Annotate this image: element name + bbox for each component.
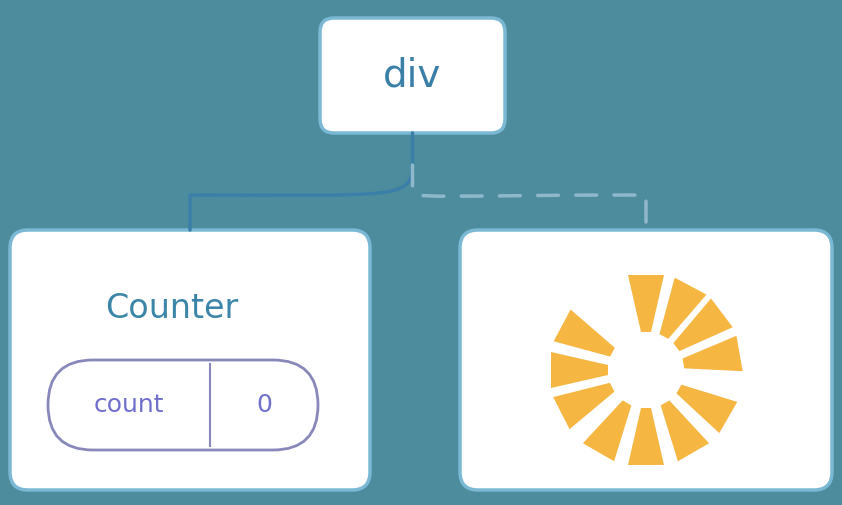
Polygon shape <box>683 336 743 371</box>
Text: count: count <box>93 393 164 417</box>
Text: 0: 0 <box>256 393 272 417</box>
Polygon shape <box>628 275 664 332</box>
Polygon shape <box>628 408 664 465</box>
Polygon shape <box>659 278 706 339</box>
FancyBboxPatch shape <box>48 360 318 450</box>
FancyBboxPatch shape <box>10 230 370 490</box>
Text: div: div <box>383 57 442 94</box>
Polygon shape <box>583 400 632 461</box>
Polygon shape <box>676 385 738 433</box>
Polygon shape <box>661 400 709 461</box>
Polygon shape <box>551 352 608 388</box>
Polygon shape <box>554 310 615 357</box>
Text: Counter: Counter <box>105 291 238 325</box>
FancyBboxPatch shape <box>320 18 505 133</box>
Polygon shape <box>553 383 615 429</box>
Polygon shape <box>674 298 733 351</box>
FancyBboxPatch shape <box>460 230 832 490</box>
